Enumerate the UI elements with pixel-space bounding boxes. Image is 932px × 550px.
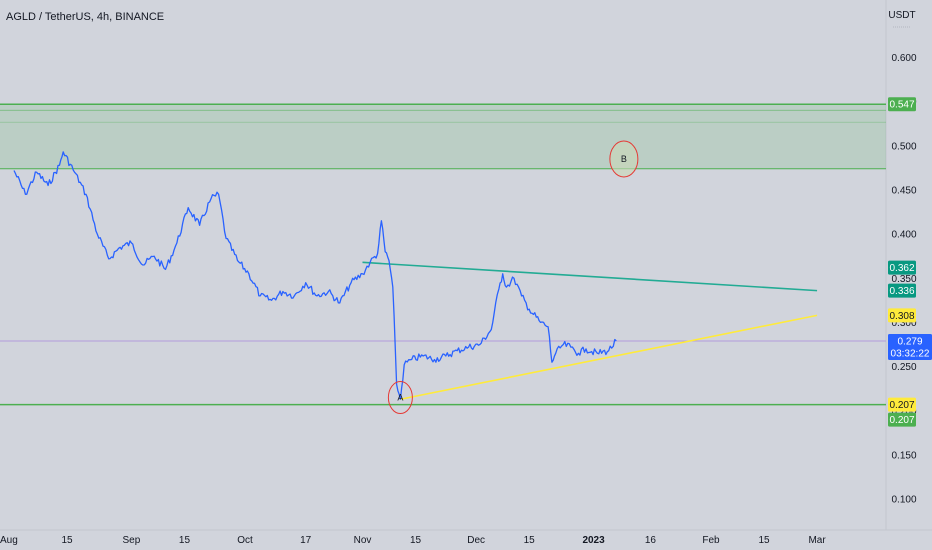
price-tag-label: 0.279 (897, 336, 922, 347)
x-tick-label: 15 (410, 535, 422, 546)
annotation-circle (387, 381, 413, 414)
price-tag-label: 0.207 (889, 415, 914, 426)
price-series (13, 151, 617, 400)
y-tick-label: 0.200 (891, 406, 916, 417)
trendline (362, 261, 818, 292)
price-tag-label: 0.547 (889, 100, 914, 111)
annotations: AB (387, 140, 639, 414)
price-tag (888, 333, 932, 360)
trendline (400, 314, 818, 401)
x-tick-label: 16 (645, 535, 657, 546)
y-tick-label: 0.150 (891, 450, 916, 461)
trendlines (362, 261, 818, 401)
annotation-circle (609, 140, 639, 178)
price-tag-label: 0.207 (889, 400, 914, 411)
x-tick-label: 15 (524, 535, 536, 546)
y-tick-label: 0.400 (891, 230, 916, 241)
x-tick-label: 15 (179, 535, 191, 546)
price-axis: USDT0.6000.5500.5000.4500.4000.3500.3000… (888, 10, 917, 506)
annotation-label: B (621, 154, 627, 164)
supply-zone-rect (0, 104, 886, 169)
y-tick-label: 0.300 (891, 318, 916, 329)
y-tick-label: 0.100 (891, 495, 916, 506)
price-tag (888, 397, 916, 412)
price-tag (888, 283, 916, 298)
x-tick-label: Dec (467, 535, 485, 546)
x-tick-label: 15 (758, 535, 770, 546)
price-tag (888, 97, 916, 112)
x-tick-label: Aug (0, 535, 18, 546)
x-tick-label: 2023 (582, 535, 605, 546)
x-tick-label: Nov (354, 535, 372, 546)
y-tick-label: 0.350 (891, 274, 916, 285)
price-unit: USDT (888, 10, 915, 21)
supply-zone (0, 103, 886, 170)
price-tag (888, 412, 916, 427)
time-axis: Aug 15 Sep 15 Oct 17 Nov 15 Dec 15 2023 16 Feb 15 Mar (0, 535, 826, 546)
x-tick-label: Sep (123, 535, 141, 546)
countdown-label: 03:32:22 (891, 348, 930, 359)
price-tag-label: 0.308 (889, 311, 914, 322)
x-tick-label: Oct (237, 535, 253, 546)
y-tick-label: 0.450 (891, 185, 916, 196)
price-tags: 0.5470.3620.3360.3080.27903:32:220.2070.… (888, 97, 932, 427)
x-tick-label: 15 (61, 535, 73, 546)
annotation-label: A (397, 393, 403, 403)
price-tag (888, 260, 916, 275)
y-tick-label: 0.600 (891, 53, 916, 64)
price-tag (888, 308, 916, 323)
x-tick-label: Feb (702, 535, 720, 546)
price-tag-label: 0.362 (889, 263, 914, 274)
price-line (13, 151, 617, 400)
x-tick-label: 17 (300, 535, 312, 546)
horizontal-levels (0, 103, 886, 406)
x-tick-label: Mar (808, 535, 826, 546)
grid (0, 0, 932, 531)
y-tick-label: 0.500 (891, 141, 916, 152)
y-tick-label: 0.250 (891, 362, 916, 373)
price-tag-label: 0.336 (889, 286, 914, 297)
chart-title: AGLD / TetherUS, 4h, BINANCE (6, 11, 165, 23)
